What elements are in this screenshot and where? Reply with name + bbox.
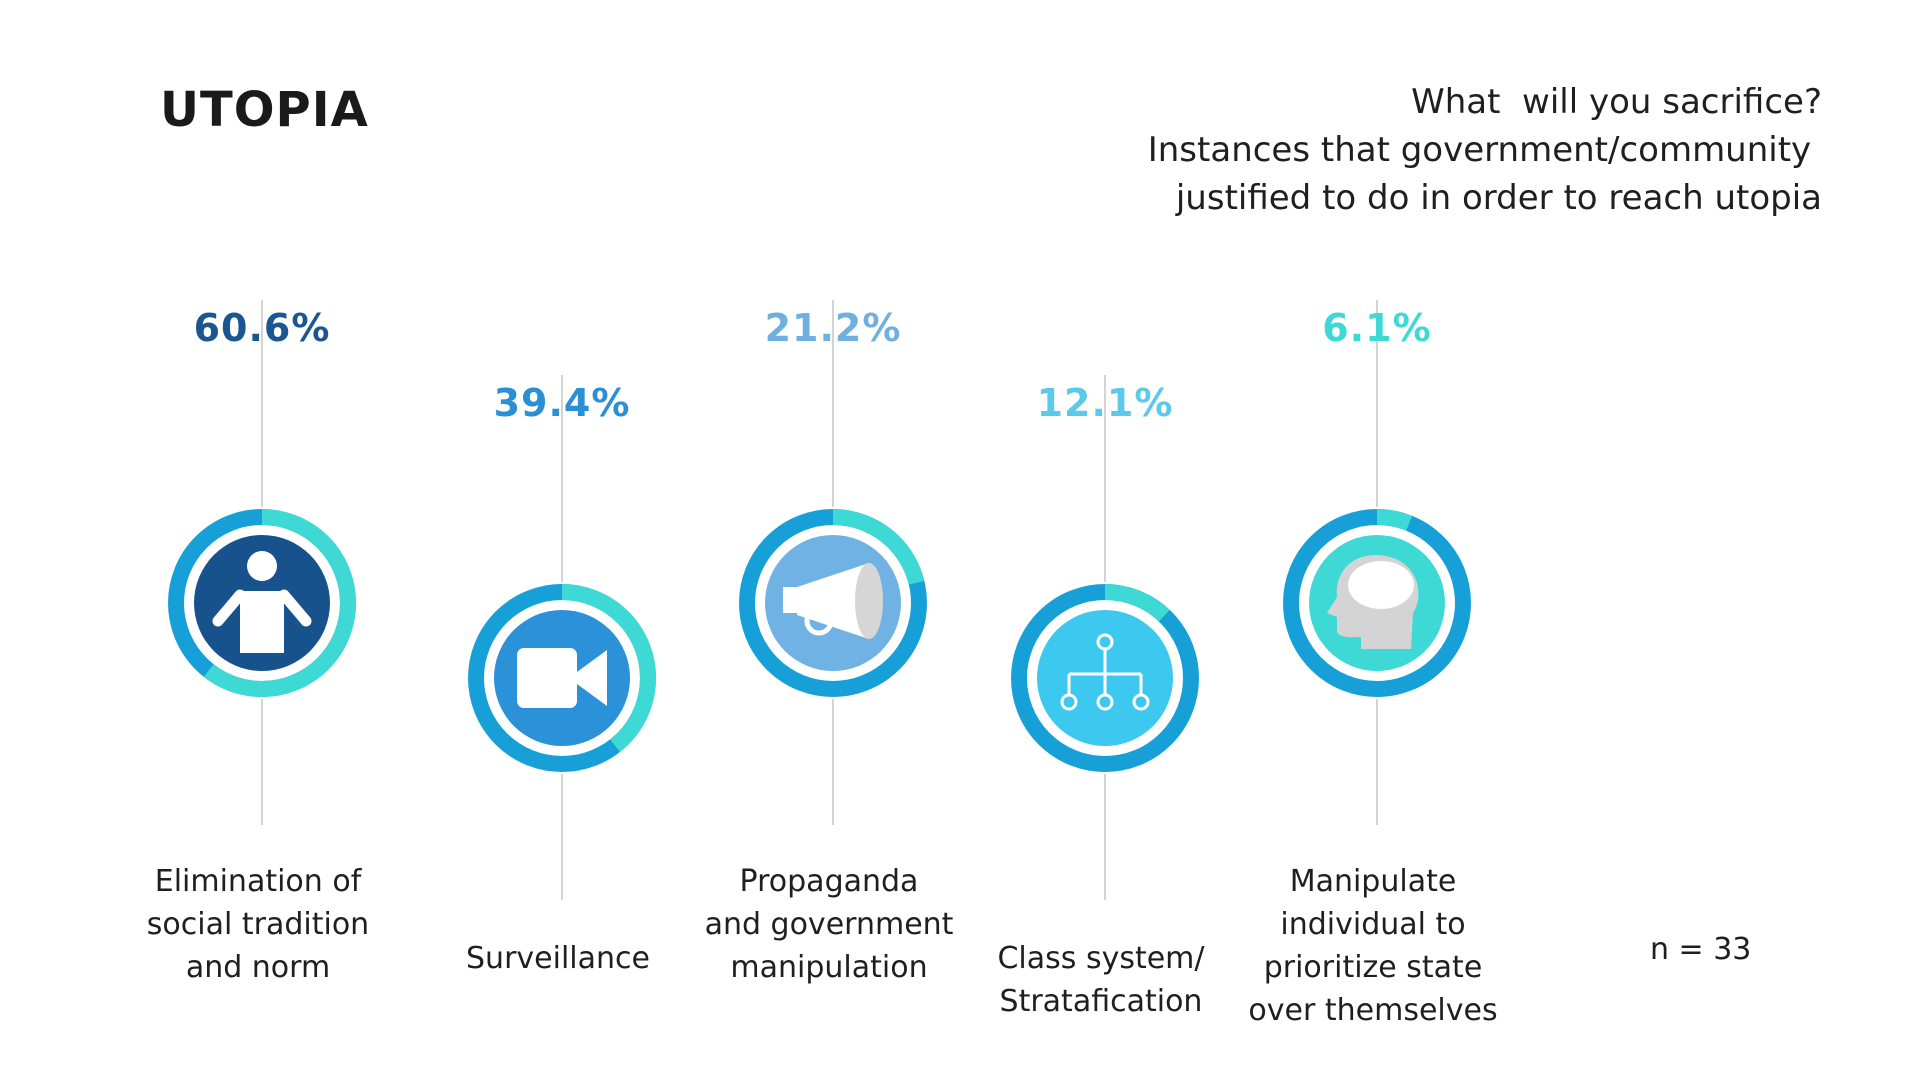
hierarchy-node-3	[1132, 693, 1150, 711]
category-label-line: and government	[705, 907, 954, 942]
value-arc	[1283, 509, 1471, 697]
megaphone-mouthpiece	[783, 587, 799, 613]
value-label: 12.1%	[1037, 381, 1174, 425]
category-label-line: and norm	[186, 950, 330, 985]
hierarchy-node-2	[1096, 693, 1114, 711]
subtitle-line-1: What will you sacrifice?	[1411, 82, 1822, 122]
megaphone-cone	[797, 563, 869, 639]
category-label-line: social tradition	[147, 907, 369, 942]
person-body	[240, 591, 284, 653]
value-arc	[739, 509, 927, 697]
category-label-line: Elimination of	[155, 864, 363, 899]
chart-item-1: 60.6% Elimination of social tradition and n…	[147, 300, 369, 985]
category-label-line: Surveillance	[466, 941, 650, 976]
subtitle: What will you sacrifice? Instances that …	[1148, 78, 1822, 222]
sample-size: n = 33	[1650, 932, 1752, 967]
megaphone-icon	[783, 563, 883, 639]
value-arc	[1011, 584, 1199, 772]
value-label: 21.2%	[765, 306, 902, 350]
subtitle-line-2: Instances that government/community	[1147, 130, 1822, 170]
category-label-line: over themselves	[1248, 993, 1497, 1028]
head-icon	[1327, 555, 1419, 649]
hierarchy-lines	[1067, 649, 1143, 695]
category-label-line: individual to	[1280, 907, 1465, 942]
value-arc	[168, 509, 356, 697]
page-title: UTOPIA	[160, 82, 369, 138]
hierarchy-icon	[1060, 633, 1150, 711]
camera-body	[517, 648, 577, 708]
hierarchy-node-1	[1060, 693, 1078, 711]
megaphone-bell	[855, 563, 883, 639]
chart-item-3: 21.2% Propaganda and government manipulatio…	[705, 300, 954, 985]
category-label-line: Class system/	[997, 941, 1205, 976]
subtitle-line-3: justified to do in order to reach utopia	[1175, 178, 1822, 218]
category-label: Manipulate individual to prioritize state o…	[1248, 864, 1497, 1028]
camera-lens	[577, 650, 607, 706]
person-right-arm	[278, 589, 312, 627]
category-label-line: prioritize state	[1264, 950, 1483, 985]
video-camera-icon	[517, 648, 607, 708]
chart-item-4: 12.1% Class system/Stratafication	[997, 375, 1205, 1019]
category-label: Class system/Stratafication	[997, 941, 1205, 1019]
person-head	[247, 551, 277, 581]
category-label-line: Propaganda	[740, 864, 919, 899]
category-label-line: Stratafication	[1000, 984, 1203, 1019]
value-label: 60.6%	[194, 306, 331, 350]
category-label: Elimination of social tradition and norm	[147, 864, 369, 985]
value-label: 6.1%	[1322, 306, 1431, 350]
category-label-line: Manipulate	[1290, 864, 1457, 899]
person-left-arm	[212, 589, 246, 627]
value-arc	[468, 584, 656, 772]
category-label: Surveillance	[466, 941, 650, 976]
chart-item-5: 6.1% Manipulate individual to prioritize st…	[1248, 300, 1498, 1028]
category-label: Propaganda and government manipulation	[705, 864, 954, 985]
value-label: 39.4%	[494, 381, 631, 425]
category-label-line: manipulation	[730, 950, 927, 985]
brain-shape	[1348, 561, 1414, 609]
chart-item-2: 39.4% Surveillance	[466, 375, 658, 976]
person-icon	[212, 551, 312, 653]
